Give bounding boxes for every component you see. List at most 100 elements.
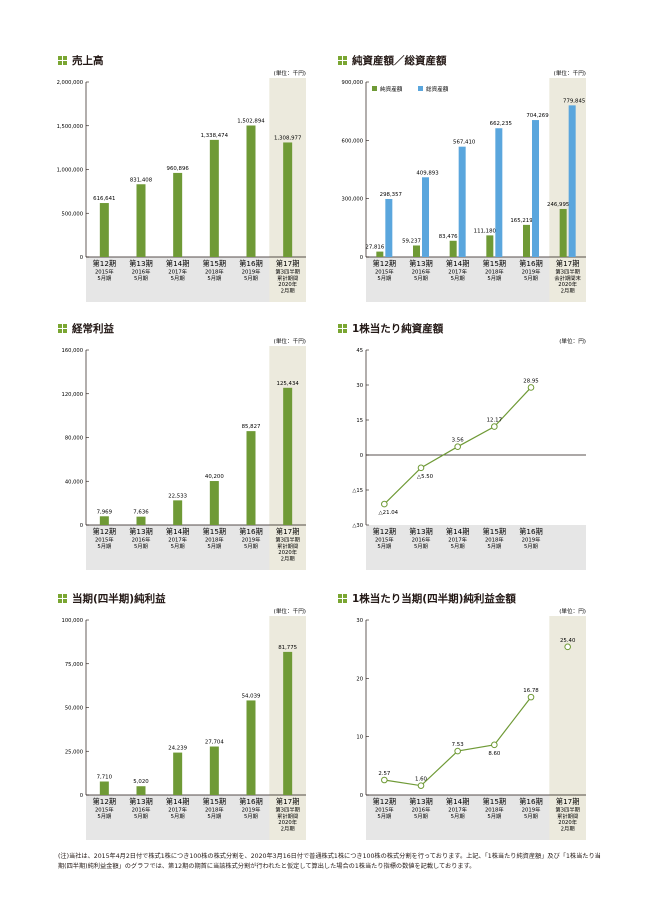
bar — [246, 700, 256, 795]
data-label: 7,710 — [97, 775, 113, 781]
chart-title-net-income: 当期(四半期)純利益 — [58, 590, 166, 606]
data-label: 25.40 — [560, 638, 576, 644]
data-label: 85,827 — [242, 424, 261, 430]
data-point — [527, 384, 535, 391]
y-tick-label: 45 — [356, 348, 363, 354]
y-tick-label: 30 — [356, 383, 363, 389]
x-tick-label: 第17期 — [276, 797, 300, 806]
data-label: 165,219 — [510, 218, 533, 224]
bar — [376, 251, 384, 257]
highlight-column — [549, 616, 586, 840]
bar — [99, 516, 109, 525]
chart-eps: (単位：円)0102030第12期2015年5月期第13期2016年5月期第14… — [356, 607, 586, 840]
data-label: 960,896 — [167, 166, 190, 172]
y-tick-label: △15 — [352, 488, 363, 494]
x-tick-label: 2月期 — [561, 826, 575, 833]
unit-label: (単位：円) — [559, 607, 586, 615]
chart-title-bps: 1株当たり純資産額 — [338, 320, 443, 336]
x-tick-label: 5月期 — [451, 275, 465, 282]
y-tick-label: △30 — [352, 523, 363, 529]
category-band — [366, 795, 586, 840]
y-tick-label: 0 — [80, 523, 83, 529]
data-point — [491, 741, 498, 749]
data-point — [564, 643, 571, 651]
data-label: 16.78 — [523, 688, 539, 694]
x-tick-label: 2018年 — [205, 805, 224, 813]
legend-label: 総資産額 — [426, 85, 449, 93]
x-tick-label: 5月期 — [171, 813, 185, 820]
y-tick-label: 500,000 — [62, 211, 83, 217]
chart-panel-sales: 売上高 (単位：千円) 0 500,000 1,000,000 1,500,000 2,0… — [57, 52, 308, 302]
square-grid-icon — [338, 593, 347, 603]
y-tick-label: 10 — [356, 735, 363, 741]
bar — [246, 125, 256, 257]
data-label: 2.57 — [378, 771, 390, 777]
bar — [283, 387, 293, 525]
x-tick-label: 第16期 — [519, 527, 543, 536]
x-tick-label: 第15期 — [203, 797, 227, 806]
x-tick-label: 第12期 — [93, 527, 117, 536]
data-label: 24,239 — [168, 746, 187, 752]
x-tick-label: 第3四半期 — [555, 267, 580, 275]
x-tick-label: 2019年 — [522, 267, 541, 275]
data-label: 298,357 — [380, 192, 402, 198]
bar — [532, 120, 539, 257]
y-tick-label: 25,000 — [65, 749, 83, 755]
chart-title-text: 1株当たり当期(四半期)純利益金額 — [352, 592, 516, 605]
x-tick-label: 2016年 — [412, 805, 431, 813]
y-tick-label: 50,000 — [65, 706, 83, 712]
data-label: 5,020 — [133, 779, 149, 785]
x-tick-label: 5月期 — [377, 543, 391, 550]
x-tick-label: 5月期 — [377, 275, 391, 282]
category-band — [366, 257, 586, 302]
data-point — [454, 443, 461, 450]
bar — [173, 172, 183, 257]
x-tick-label: 5月期 — [377, 813, 391, 820]
bar — [523, 224, 530, 257]
y-tick-label: 15 — [356, 418, 363, 424]
data-label: △21.04 — [379, 510, 399, 516]
data-label: 125,434 — [277, 381, 300, 387]
data-point — [381, 776, 388, 784]
data-point — [491, 423, 498, 430]
x-tick-label: 2016年 — [132, 535, 151, 543]
data-label: 7,969 — [97, 509, 113, 515]
data-label: 81,775 — [278, 645, 297, 651]
data-label: 616,641 — [93, 196, 115, 202]
chart-sales: (単位：千円) 0 500,000 1,000,000 1,500,000 2,000,0… — [57, 69, 306, 302]
legend-label: 純資産額 — [380, 85, 403, 93]
data-label: 1,338,474 — [201, 133, 229, 139]
unit-label: (単位：円) — [559, 337, 586, 345]
x-tick-label: 累計期間 — [277, 812, 298, 820]
x-tick-label: 2015年 — [375, 805, 394, 813]
data-label: 111,180 — [474, 228, 497, 234]
square-grid-icon — [58, 593, 67, 603]
y-tick-label: 0 — [80, 793, 83, 799]
square-grid-icon — [338, 55, 347, 65]
unit-label: (単位：千円) — [554, 69, 586, 77]
y-tick-label: 40,000 — [65, 479, 83, 485]
bar — [283, 651, 293, 795]
x-tick-label: 第16期 — [239, 259, 263, 268]
data-label: 1,308,977 — [274, 135, 301, 141]
x-tick-label: 第14期 — [166, 259, 190, 268]
data-point — [527, 693, 535, 701]
chart-panel-bps: 1株当たり純資産額 (単位：円) △30 △15 0 15 30 45 第12期 2015年 5月… — [338, 320, 588, 570]
chart-title-eps: 1株当たり当期(四半期)純利益金額 — [338, 590, 516, 606]
chart-ordinary-profit: (単位：千円)040,00080,000120,000160,000第12期20… — [62, 337, 306, 570]
x-tick-label: 2016年 — [412, 267, 431, 275]
chart-title-sales: 売上高 — [58, 52, 104, 68]
data-point — [381, 500, 388, 508]
x-tick-label: 第17期 — [276, 259, 300, 268]
x-tick-label: 5月期 — [97, 813, 111, 820]
x-tick-label: 第12期 — [373, 797, 397, 806]
y-tick-label: 1,000,000 — [57, 168, 83, 174]
data-label: 83,476 — [439, 234, 458, 240]
data-label: 7.53 — [452, 742, 464, 748]
square-grid-icon — [58, 55, 67, 65]
x-tick-label: 2018年 — [205, 535, 224, 543]
bar — [209, 746, 219, 795]
x-tick-label: 2017年 — [168, 805, 187, 813]
x-tick-label: 第13期 — [409, 259, 433, 268]
x-tick-label: 第14期 — [166, 797, 190, 806]
